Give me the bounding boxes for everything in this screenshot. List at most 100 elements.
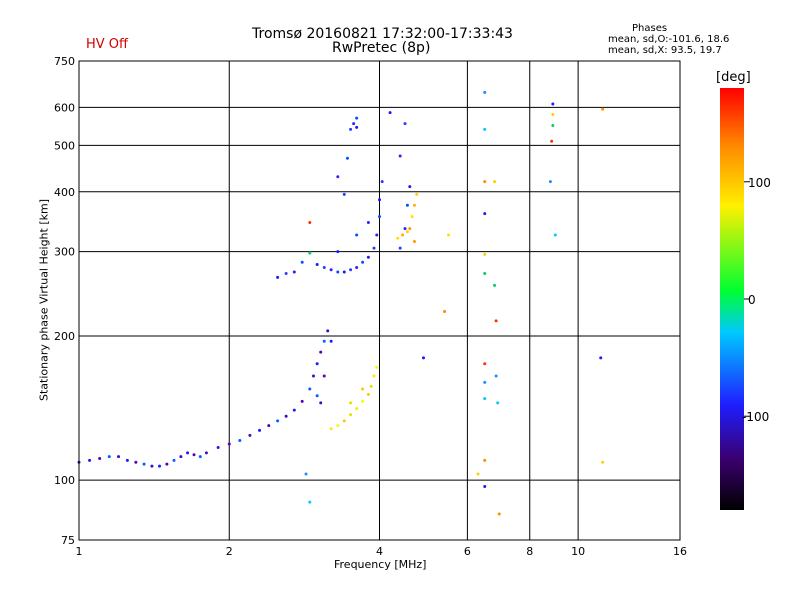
data-point [361,260,365,264]
data-point [227,442,231,446]
data-point [142,462,146,466]
y-tick-label: 300 [54,246,75,259]
y-tick-label: 600 [54,101,75,114]
x-axis-label: Frequency [MHz] [334,558,427,571]
x-tick-label: 10 [571,545,585,558]
colorbar-tick-label: 0 [748,293,756,307]
grid-lines [79,61,680,540]
data-point [412,203,416,207]
data-point [329,339,333,343]
data-point [345,156,349,160]
data-point [125,458,129,462]
data-point [352,122,356,126]
data-point [165,462,169,466]
data-point [342,270,346,274]
plot-frame [78,60,681,541]
data-point [258,428,262,432]
colorbar-tick-label: 100 [748,176,771,190]
plot-subtitle: RwPretec (8p) [332,40,431,56]
data-point [322,265,326,269]
data-point [267,424,271,428]
data-point [300,260,304,264]
data-point [336,250,340,254]
data-point [408,185,412,189]
data-point [493,283,497,287]
data-point [398,154,402,158]
data-point [483,380,487,384]
data-point [329,427,333,431]
x-tick-label: 8 [526,545,533,558]
colorbar [720,88,744,510]
data-point [292,270,296,274]
data-point [329,268,333,272]
data-point [483,180,487,184]
data-point [308,221,312,225]
data-point [216,445,220,449]
data-point [447,233,451,237]
plot-title: Tromsø 20160821 17:32:00-17:33:43 [252,26,513,42]
data-point [553,233,557,237]
data-point [601,460,605,464]
x-tick-label: 16 [673,545,687,558]
data-point [150,464,154,468]
y-tick-label: 100 [54,474,75,487]
data-point [443,309,447,313]
data-point [276,275,280,279]
data-point [355,265,359,269]
data-point [372,374,376,378]
data-point [483,458,487,462]
data-point [366,392,370,396]
data-point [349,401,353,405]
data-point [355,116,359,120]
data-point [134,460,138,464]
data-point [551,124,555,128]
data-point [548,180,552,184]
y-tick-label: 75 [61,534,75,547]
scatter-points [77,90,605,516]
data-point [342,192,346,196]
data-point [198,455,202,459]
data-point [398,246,402,250]
data-point [366,221,370,225]
data-point [319,350,323,354]
data-point [415,192,419,196]
data-point [308,500,312,504]
data-point [410,215,414,219]
data-point [186,451,190,455]
data-point [355,233,359,237]
colorbar-ticks: 100 0 -100 [742,176,771,424]
data-point [238,439,242,443]
data-point [483,397,487,401]
x-tick-label: 2 [226,545,233,558]
data-point [483,212,487,216]
data-point [408,227,412,231]
data-point [276,419,280,423]
data-point [308,251,312,255]
data-point [412,239,416,243]
x-tick-label: 1 [76,545,83,558]
data-point [336,175,340,179]
data-point [483,362,487,366]
y-tick-label: 750 [54,55,75,68]
data-point [483,127,487,131]
data-point [311,374,315,378]
colorbar-title: [deg] [716,70,751,85]
x-tick-label: 4 [376,545,383,558]
data-point [405,230,409,234]
data-point [98,456,102,460]
data-point [483,484,487,488]
data-point [378,215,381,219]
data-point [405,203,409,207]
data-point [403,227,407,231]
phases-o-stats: mean, sd,O:-101.6, 18.6 [608,34,730,45]
data-point [550,139,554,143]
data-point [172,458,176,462]
data-point [179,455,183,459]
data-point [361,387,365,391]
data-point [551,112,555,116]
x-tick-label: 6 [464,545,471,558]
data-point [366,255,370,259]
data-point [396,236,400,240]
data-point [315,394,319,398]
